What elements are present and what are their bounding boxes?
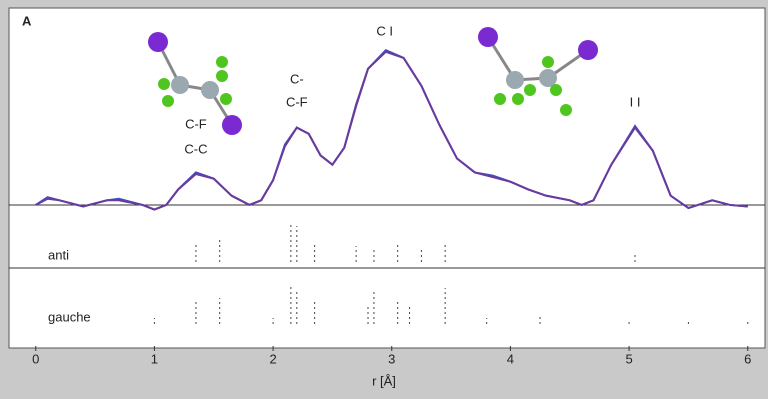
plot-frame bbox=[9, 8, 765, 348]
x-tick-label: 2 bbox=[269, 351, 276, 366]
chart: A r [Å] 0 1 2 3 4 5 6 C-F C-C C- C-F C I I I anti gauc… bbox=[0, 0, 768, 399]
x-tick-label: 3 bbox=[388, 351, 395, 366]
row-label: anti bbox=[48, 247, 69, 262]
x-tick-label: 6 bbox=[744, 351, 751, 366]
panel-label: A bbox=[22, 13, 32, 28]
peak-annotation: C-F bbox=[286, 94, 308, 109]
x-tick-label: 5 bbox=[625, 351, 632, 366]
x-axis-label: r [Å] bbox=[372, 373, 396, 388]
peak-annotation: I I bbox=[630, 94, 641, 109]
x-tick-label: 0 bbox=[32, 351, 39, 366]
x-tick-label: 1 bbox=[151, 351, 158, 366]
x-tick-label: 4 bbox=[507, 351, 514, 366]
peak-annotation: C- bbox=[290, 71, 304, 86]
peak-annotation: C-C bbox=[184, 141, 207, 156]
row-label: gauche bbox=[48, 309, 91, 324]
peak-annotation: C-F bbox=[185, 116, 207, 131]
page: {"chart_data": {"type": "line", "panel_l… bbox=[0, 0, 768, 399]
peak-annotation: C I bbox=[376, 23, 393, 38]
